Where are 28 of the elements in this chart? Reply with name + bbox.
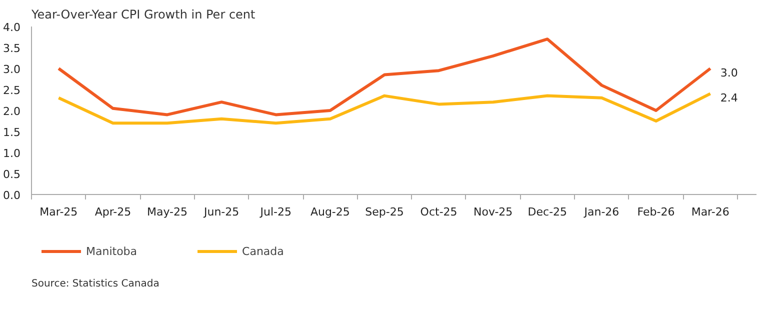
data-label: 3.0: [720, 66, 738, 80]
x-tick-label: Apr-25: [94, 206, 132, 218]
x-tick-label: Jul-25: [259, 206, 292, 218]
x-tick-label: Oct-25: [420, 206, 458, 218]
x-tick-label: Jan-26: [583, 206, 620, 218]
text: 3.0: [3, 63, 21, 76]
legend-label: Canada: [242, 244, 284, 258]
x-tick-label: Jun-25: [203, 206, 240, 218]
text: 1.0: [3, 147, 21, 160]
text: 3.5: [3, 42, 21, 55]
text: 2.5: [3, 84, 21, 97]
chart-title: Year-Over-Year CPI Growth in Per cent: [30, 8, 256, 22]
text: 1.5: [3, 126, 21, 139]
x-tick-label: Mar-26: [691, 206, 730, 218]
data-label: 2.4: [720, 92, 738, 105]
x-tick-label: Sep-25: [365, 206, 404, 218]
x-tick-label: Mar-25: [40, 206, 78, 218]
source-note: Source: Statistics Canada: [32, 278, 160, 290]
text: 0.0: [3, 189, 21, 202]
x-tick-label: May-25: [147, 206, 188, 218]
text: 0.5: [3, 168, 21, 181]
x-tick-label: Feb-26: [637, 206, 675, 218]
x-tick-label: Dec-25: [528, 206, 568, 218]
x-tick-label: Aug-25: [310, 206, 350, 218]
legend-label: Manitoba: [86, 244, 138, 258]
x-tick-label: Nov-25: [474, 206, 513, 218]
text: 2.0: [3, 105, 21, 118]
text: 4.0: [3, 21, 21, 34]
